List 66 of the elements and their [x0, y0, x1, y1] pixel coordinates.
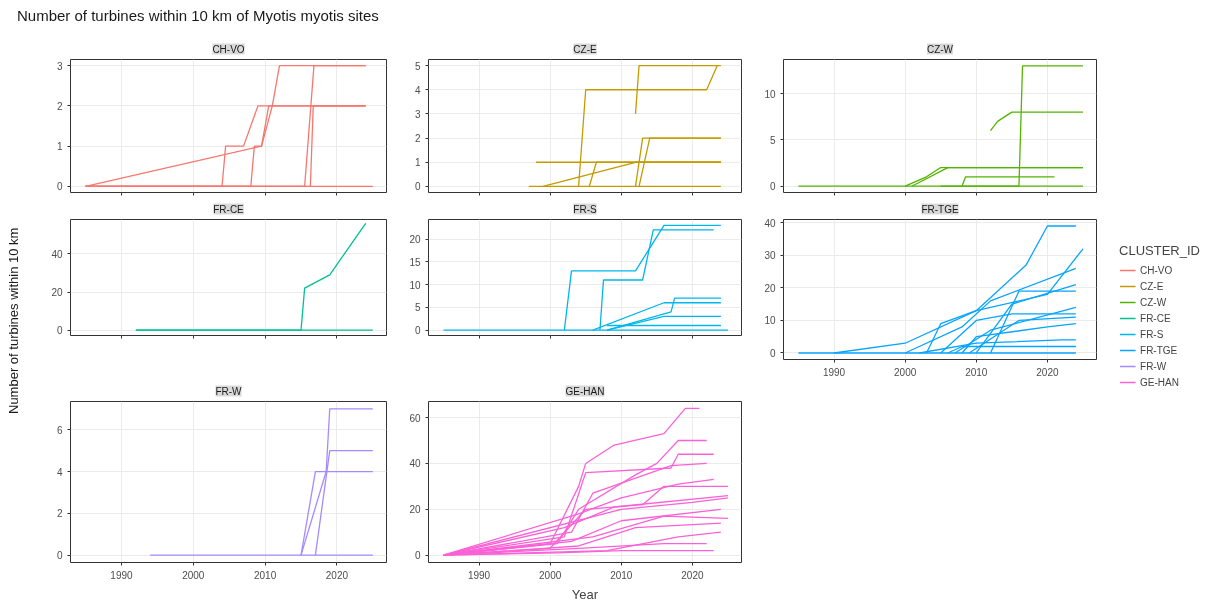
- x-tick-label: 2000: [539, 569, 562, 581]
- y-tick-label: 40: [764, 217, 776, 229]
- y-tick-label: 0: [414, 325, 421, 337]
- y-tick-label: 10: [764, 88, 776, 100]
- y-tick-label: 20: [409, 504, 421, 516]
- legend-label: CZ-W: [1140, 295, 1167, 309]
- legend-title: CLUSTER_ID: [1119, 243, 1200, 258]
- y-tick-label: 15: [409, 256, 421, 268]
- y-tick-label: 4: [414, 84, 421, 96]
- y-tick-label: 1: [56, 141, 63, 153]
- y-tick-label: 6: [56, 424, 63, 436]
- y-tick-label: 0: [414, 550, 421, 562]
- y-tick-label: 10: [409, 279, 421, 291]
- y-tick-label: 0: [769, 347, 776, 359]
- x-axis-title: Year: [571, 586, 599, 602]
- chart-title: FR-S: [573, 203, 597, 215]
- y-tick-label: 40: [51, 248, 63, 260]
- x-tick-label: 2020: [1036, 366, 1059, 378]
- chart-title: FR-W: [215, 385, 243, 397]
- x-tick-label: 1990: [822, 366, 846, 378]
- x-tick-label: 2010: [965, 366, 988, 378]
- y-tick-label: 5: [414, 60, 421, 72]
- y-tick-label: 5: [414, 302, 421, 314]
- chart-title: GE-HAN: [565, 385, 605, 397]
- y-tick-label: 40: [409, 458, 421, 470]
- legend-label: GE-HAN: [1140, 375, 1179, 389]
- y-tick-label: 20: [764, 282, 776, 294]
- legend-label: CH-VO: [1140, 263, 1173, 277]
- y-axis-title: Number of turbines within 10 km: [5, 227, 22, 415]
- y-tick-label: 2: [56, 508, 63, 520]
- x-tick-label: 1990: [110, 569, 134, 581]
- y-tick-label: 0: [414, 181, 421, 193]
- legend-label: CZ-E: [1140, 279, 1164, 293]
- y-tick-label: 3: [56, 60, 63, 72]
- y-tick-label: 0: [56, 550, 63, 562]
- y-tick-label: 3: [414, 108, 421, 120]
- x-tick-label: 2000: [182, 569, 205, 581]
- x-tick-label: 2010: [610, 569, 633, 581]
- y-tick-label: 60: [409, 412, 421, 424]
- y-tick-label: 5: [769, 134, 776, 146]
- chart-title: CH-VO: [212, 43, 245, 55]
- x-tick-label: 2000: [894, 366, 917, 378]
- legend-label: FR-CE: [1140, 311, 1171, 325]
- chart-title: CZ-W: [926, 43, 954, 55]
- legend-label: FR-TGE: [1140, 343, 1178, 357]
- x-tick-label: 1990: [467, 569, 491, 581]
- y-tick-label: 20: [409, 234, 421, 246]
- y-tick-label: 1: [414, 157, 421, 169]
- y-tick-label: 0: [56, 181, 63, 193]
- legend-label: FR-S: [1140, 327, 1164, 341]
- chart-title: FR-CE: [213, 203, 245, 215]
- x-tick-label: 2020: [681, 569, 704, 581]
- y-tick-label: 2: [414, 133, 421, 145]
- x-tick-label: 2020: [325, 569, 349, 581]
- chart-title: CZ-E: [573, 43, 597, 55]
- y-tick-label: 30: [764, 250, 776, 262]
- legend-label: FR-W: [1140, 359, 1167, 373]
- y-tick-label: 0: [769, 181, 776, 193]
- x-tick-label: 2010: [254, 569, 277, 581]
- y-tick-label: 0: [56, 325, 63, 337]
- y-tick-label: 10: [764, 315, 776, 327]
- text: Number of turbines within 10 km of Myotis myotis sites: [17, 6, 379, 26]
- y-tick-label: 20: [51, 287, 63, 298]
- chart-title: FR-TGE: [921, 203, 959, 215]
- y-tick-label: 4: [56, 466, 63, 478]
- y-tick-label: 2: [56, 100, 63, 112]
